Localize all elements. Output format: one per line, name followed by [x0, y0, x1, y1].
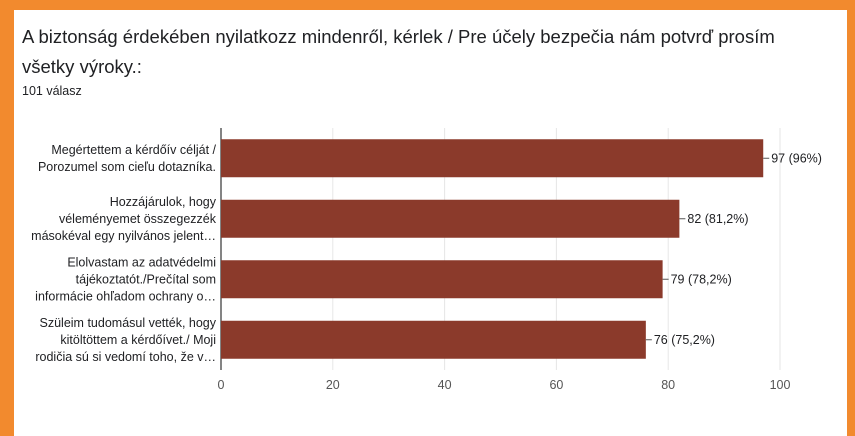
category-label-line: rodičia sú si vedomí toho, že v… [35, 350, 216, 364]
bar [221, 139, 764, 178]
x-tick-label: 0 [218, 378, 225, 392]
category-label-line: tájékoztatót./Prečítal som [76, 272, 216, 286]
response-count: 101 válasz [22, 84, 82, 98]
category-label: Hozzájárulok, hogy véleményemet összegezz… [31, 195, 217, 243]
data-label: 82 (81,2%) [687, 212, 748, 226]
category-label-line: másokéval egy nyilvános jelent… [31, 229, 216, 243]
category-label-line: Megértettem a kérdőív célját / [51, 143, 216, 157]
bar [221, 260, 663, 299]
category-label-line: véleményemet összegezzék [59, 212, 217, 226]
category-label: Szüleim tudomásul vették, hogy kitöltötte… [35, 316, 216, 364]
category-label: Megértettem a kérdőív célját / Porozumel … [38, 143, 217, 174]
category-label-line: informácie ohľadom ochrany o… [35, 289, 216, 303]
data-label: 76 (75,2%) [654, 333, 715, 347]
category-label-line: kitöltöttem a kérdőívet./ Moji [60, 333, 216, 347]
bar [221, 320, 646, 359]
x-tick-label: 100 [770, 378, 791, 392]
data-label: 97 (96%) [771, 151, 822, 165]
x-tick-label: 40 [438, 378, 452, 392]
chart-title: A biztonság érdekében nyilatkozz mindenr… [22, 26, 775, 77]
category-label-line: Hozzájárulok, hogy [110, 195, 217, 209]
x-tick-label: 80 [661, 378, 675, 392]
category-label: Elolvastam az adatvédelmi tájékoztatót./P… [35, 255, 216, 303]
x-tick-label: 60 [549, 378, 563, 392]
x-tick-label: 20 [326, 378, 340, 392]
category-label-line: Szüleim tudomásul vették, hogy [40, 316, 217, 330]
data-label: 79 (78,2%) [671, 272, 732, 286]
bar [221, 199, 680, 238]
category-label-line: Elolvastam az adatvédelmi [67, 255, 216, 269]
category-label-line: Porozumel som cieľu dotazníka. [38, 160, 216, 174]
